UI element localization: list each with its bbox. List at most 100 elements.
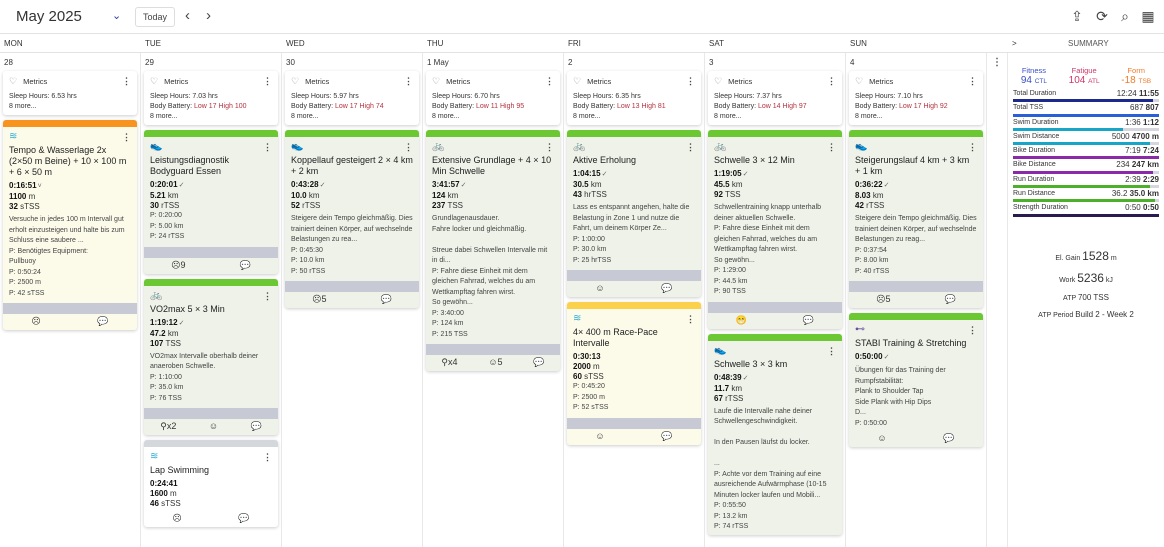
planned-value: So gewöhn...: [714, 256, 755, 264]
workout-card[interactable]: ⋮ 🚲 VO2max 5 × 3 Min 1:19:12✓ 47.2 km 107 TSS…: [144, 278, 278, 435]
summary-row-label: Run Distance: [1013, 190, 1056, 198]
comments-icon[interactable]: 💬: [380, 294, 392, 304]
comments-icon[interactable]: 💬: [944, 294, 956, 304]
more-options-icon[interactable]: ⋮: [686, 142, 695, 152]
metrics-card[interactable]: ♡ Metrics ⋮ Sleep Hours: 5.97 hrs Body Batte…: [285, 71, 419, 125]
feel-rating-icon[interactable]: ☹: [31, 316, 41, 326]
distance: 2000 m: [573, 362, 695, 372]
feel-rating-icon[interactable]: ☹9: [171, 259, 186, 270]
more-options-icon[interactable]: ⋮: [827, 76, 836, 86]
more-options-icon[interactable]: ⋮: [968, 142, 977, 152]
feel-rating-icon[interactable]: ☺: [877, 433, 887, 443]
more-metrics-link[interactable]: 8 more...: [432, 113, 460, 120]
next-week-chevron-icon[interactable]: ›: [206, 7, 211, 24]
search-icon[interactable]: ⌕: [1121, 8, 1129, 24]
feel-rating-icon[interactable]: ☹5: [876, 294, 891, 304]
progress-track: [1013, 113, 1159, 117]
more-options-icon[interactable]: ⋮: [686, 76, 695, 86]
workout-card[interactable]: ⋮ 👟 Steigerungslauf 4 km + 3 km + 1 km 0:36…: [849, 130, 983, 308]
workout-card[interactable]: ⋮ 🚲 Aktive Erholung 1:04:15✓ 30.5 km 43 hrTSS…: [567, 130, 701, 297]
workout-card[interactable]: ⋮ ⊷ STABI Training & Stretching 0:50:00✓ Übu…: [849, 313, 983, 447]
metrics-card[interactable]: ♡ Metrics ⋮ Sleep Hours: 6.35 hrs Body Batte…: [567, 71, 701, 125]
day-number: 29: [145, 58, 154, 67]
workout-card[interactable]: ⋮ 🚲 Schwelle 3 × 12 Min 1:19:05✓ 45.5 km 92 T…: [708, 130, 842, 329]
week-options-menu-icon[interactable]: ⋮: [987, 53, 1008, 547]
more-options-icon[interactable]: ⋮: [545, 142, 554, 152]
feel-rating-icon[interactable]: 😁: [735, 314, 748, 325]
heart-metrics-icon: ♡: [573, 76, 582, 86]
more-metrics-link[interactable]: 8 more...: [150, 113, 178, 120]
intensity-profile: [144, 246, 278, 258]
workout-card[interactable]: ⋮ ≋ Lap Swimming 0:24:41 1600 m 46 sTSS ☹ 💬: [144, 440, 278, 527]
metrics-card[interactable]: ♡ Metrics ⋮ Sleep Hours: 7.10 hrs Body Batte…: [849, 71, 983, 125]
feel-rating-icon[interactable]: ☺5: [488, 357, 503, 367]
feel-rating-icon[interactable]: ☹5: [312, 294, 327, 304]
more-metrics-link[interactable]: 8 more...: [291, 113, 319, 120]
metrics-card[interactable]: ♡ Metrics ⋮ Sleep Hours: 6.53 hrs 8 more...: [3, 71, 137, 115]
comments-icon[interactable]: 💬: [533, 357, 545, 367]
comments-icon[interactable]: 💬: [661, 283, 673, 293]
planned-value: P: 24 rTSS: [150, 233, 185, 240]
equipment-icon[interactable]: ⚲x2: [160, 421, 177, 431]
metrics-card[interactable]: ♡ Metrics ⋮ Sleep Hours: 6.70 hrs Body Batte…: [426, 71, 560, 125]
completed-check-icon: ✓: [319, 182, 326, 189]
actual-value: 247 km: [1131, 160, 1159, 170]
workout-card[interactable]: ⋮ ≋ 4× 400 m Race-Pace Intervalle 0:30:13 20…: [567, 302, 701, 445]
more-options-icon[interactable]: ⋮: [263, 142, 272, 152]
feel-rating-icon[interactable]: ☺: [208, 421, 219, 431]
more-options-icon[interactable]: ⋮: [827, 345, 836, 356]
heart-metrics-icon: ♡: [432, 76, 441, 86]
month-dropdown-chevron-icon[interactable]: ⌄: [112, 10, 122, 22]
comments-icon[interactable]: 💬: [250, 421, 262, 431]
more-options-icon[interactable]: ⋮: [263, 290, 272, 301]
more-options-icon[interactable]: ⋮: [827, 142, 836, 152]
comments-icon[interactable]: 💬: [802, 314, 815, 325]
progress-track: [1013, 185, 1159, 189]
more-options-icon[interactable]: ⋮: [968, 325, 977, 335]
workout-card[interactable]: ⋮ ≋ Tempo & Wasserlage 2x (2×50 m Beine) +…: [3, 120, 137, 330]
duration-value: 0:16:51: [9, 181, 37, 190]
workout-card[interactable]: ⋮ 🚲 Extensive Grundlage + 4 × 10 Min Schwe…: [426, 130, 560, 371]
summary-toggle[interactable]: >: [1012, 39, 1017, 48]
tss-value: 32: [9, 202, 18, 211]
workout-card[interactable]: ⋮ 👟 Schwelle 3 × 3 km 0:48:39✓ 11.7 km 67 rTS…: [708, 333, 842, 535]
prev-week-chevron-icon[interactable]: ‹: [185, 7, 190, 24]
status-bar: [708, 333, 842, 341]
planned-value: P: 74 rTSS: [714, 523, 749, 530]
more-options-icon[interactable]: ⋮: [263, 452, 272, 462]
extra-label: ATP: [1063, 294, 1077, 302]
more-options-icon[interactable]: ⋮: [404, 76, 413, 86]
more-options-icon[interactable]: ⋮: [404, 142, 413, 152]
comments-icon[interactable]: 💬: [239, 259, 251, 270]
feel-rating-icon[interactable]: ☺: [595, 283, 605, 293]
workout-card[interactable]: ⋮ 👟 Koppellauf gesteigert 2 × 4 km + 2 km 0…: [285, 130, 419, 308]
tss-unit: rTSS: [725, 393, 744, 403]
more-options-icon[interactable]: ⋮: [968, 76, 977, 86]
metrics-card[interactable]: ♡ Metrics ⋮ Sleep Hours: 7.03 hrs Body Batte…: [144, 71, 278, 125]
more-metrics-link[interactable]: 8 more...: [714, 113, 742, 120]
more-options-icon[interactable]: ⋮: [122, 132, 131, 142]
upload-icon[interactable]: ⇪: [1071, 8, 1083, 24]
body-battery-label: Body Battery:: [150, 103, 193, 110]
calendar-settings-icon[interactable]: ▦: [1141, 8, 1155, 24]
equipment-icon[interactable]: ⚲x4: [441, 357, 458, 367]
more-options-icon[interactable]: ⋮: [686, 314, 695, 324]
more-options-icon[interactable]: ⋮: [263, 76, 272, 86]
planned-value: P: 50 rTSS: [291, 267, 326, 275]
metrics-card[interactable]: ♡ Metrics ⋮ Sleep Hours: 7.37 hrs Body Batte…: [708, 71, 842, 125]
comments-icon[interactable]: 💬: [661, 430, 673, 441]
tss: 32 sTSS: [9, 202, 131, 212]
more-metrics-link[interactable]: 8 more...: [855, 113, 883, 120]
feel-rating-icon[interactable]: ☹: [172, 513, 182, 523]
comments-icon[interactable]: 💬: [97, 316, 109, 326]
comments-icon[interactable]: 💬: [238, 513, 250, 523]
sync-icon[interactable]: ⟳: [1096, 8, 1108, 24]
comments-icon[interactable]: 💬: [943, 433, 955, 443]
workout-card[interactable]: ⋮ 👟 Leistungsdiagnostik Bodyguard Essen 0:2…: [144, 130, 278, 274]
today-button[interactable]: Today: [135, 7, 176, 27]
more-options-icon[interactable]: ⋮: [545, 76, 554, 86]
more-metrics-link[interactable]: 8 more...: [573, 113, 601, 120]
more-options-icon[interactable]: ⋮: [122, 76, 131, 86]
feel-rating-icon[interactable]: ☺: [595, 430, 605, 441]
more-metrics-link[interactable]: 8 more...: [9, 103, 37, 110]
